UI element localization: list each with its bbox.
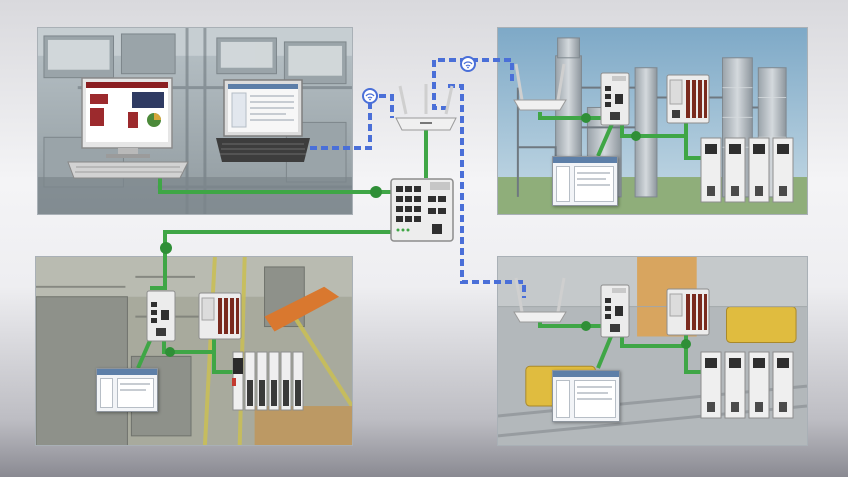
window-panel [556,166,570,202]
plc-controller-icon[interactable] [146,290,176,342]
servo-drive-icon[interactable] [700,136,794,204]
window-body [100,378,154,408]
zone-warehouse [497,256,808,446]
plc-controller-icon[interactable] [600,72,630,126]
wifi-icon [460,56,476,72]
window-panel [556,380,570,418]
plc-controller-icon[interactable] [198,292,242,340]
link-node [160,242,172,254]
link-node [370,186,382,198]
window-titlebar [97,369,157,375]
window-body [556,166,614,202]
servo-drive-icon[interactable] [700,350,794,420]
workstation-icon[interactable] [66,74,190,182]
wireless-client-icon[interactable] [512,274,568,328]
plc-controller-icon[interactable] [600,284,630,338]
window-line [577,392,608,394]
window-titlebar [553,157,617,163]
window-titlebar [553,371,619,377]
window-panel [100,378,113,408]
wifi-icon [362,88,378,104]
hmi-terminal-icon[interactable] [552,370,620,422]
plc-controller-icon[interactable] [666,288,710,336]
window-line [577,398,612,400]
wireless-client-icon[interactable] [512,60,568,116]
managed-switch-icon[interactable] [390,178,454,242]
warehouse-background [498,257,807,445]
window-line [120,383,150,385]
plc-controller-icon[interactable] [666,74,710,124]
laptop-icon[interactable] [216,78,310,164]
hmi-terminal-icon[interactable] [552,156,618,206]
window-line [577,386,612,388]
window-line [577,184,610,186]
io-module-icon[interactable] [232,350,310,412]
hmi-terminal-icon[interactable] [96,368,158,412]
window-line [120,389,146,391]
window-line [577,172,610,174]
wireless-access-point-icon[interactable] [394,84,458,132]
window-body [556,380,616,418]
window-line [577,178,606,180]
